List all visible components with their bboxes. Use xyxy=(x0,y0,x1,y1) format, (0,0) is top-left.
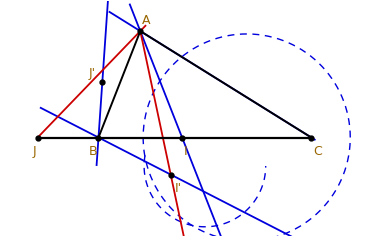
Text: J: J xyxy=(32,145,36,158)
Text: I': I' xyxy=(175,182,182,195)
Text: J': J' xyxy=(89,68,96,81)
Text: B: B xyxy=(89,145,98,158)
Text: I: I xyxy=(184,145,188,158)
Text: A: A xyxy=(142,14,151,27)
Text: C: C xyxy=(313,145,322,158)
